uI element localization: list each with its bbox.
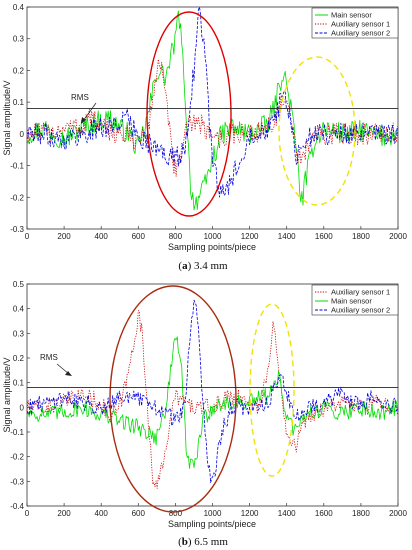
yellow-ellipse-b (249, 303, 295, 477)
y-tick-label: 0.2 (13, 354, 25, 363)
y-tick-label: -0.2 (10, 193, 24, 202)
y-tick-label: -0.3 (10, 477, 24, 486)
plot-area-b (26, 283, 399, 507)
y-tick-label: 0.4 (13, 305, 25, 314)
rms-annotation-b: RMS (27, 353, 398, 389)
rms-arrow-head-b (65, 371, 72, 376)
brown-ellipse-b (109, 285, 237, 513)
caption-b-text: 6.5 mm (194, 536, 228, 548)
legend-entry: Auxiliary sensor 2 (331, 29, 390, 38)
x-tick-label: 1600 (315, 509, 333, 518)
ylabel-b: Signal amplitude/V (2, 357, 12, 432)
caption-a-label: a (182, 260, 188, 272)
legend-entry: Auxiliary sensor 2 (331, 306, 390, 315)
y-tick-label: 0 (20, 130, 25, 139)
series-line (26, 310, 398, 489)
x-tick-label: 1000 (204, 509, 222, 518)
legend-entry: Main sensor (331, 11, 372, 20)
yellow-ellipse-a (278, 56, 356, 206)
y-tick-label: 0.3 (13, 329, 25, 338)
x-tick-label: 0 (25, 509, 30, 518)
ticks-a: 0 200 400 600 800 1000 1200 1400 1600 1800 2000 -0.… (10, 3, 407, 241)
panel-a: 0 200 400 600 800 1000 1200 1400 1600 1800 2000 -0.… (2, 3, 407, 272)
x-tick-label: 1600 (315, 232, 333, 241)
caption-b-label: b (182, 536, 188, 548)
annotation-ellipses-a (146, 11, 356, 217)
ticks-b: 0 200 400 600 800 1000 1200 1400 1600 1800 2000 -0.… (10, 280, 407, 518)
xlabel-b: Sampling points/piece (168, 519, 256, 529)
y-tick-label: -0.1 (10, 428, 24, 437)
x-tick-label: 1400 (278, 232, 296, 241)
x-tick-label: 1000 (204, 232, 222, 241)
y-tick-label: 0.2 (13, 66, 25, 75)
rms-arrow-head-a (81, 117, 86, 124)
x-tick-label: 0 (25, 232, 30, 241)
red-ellipse-a (146, 11, 232, 217)
series-lines-b (26, 299, 398, 489)
x-tick-label: 200 (57, 232, 71, 241)
series-line (26, 299, 398, 484)
rms-arrow-a (82, 102, 97, 122)
caption-b: (b) 6.5 mm (178, 536, 228, 548)
y-tick-label: 0.1 (13, 98, 25, 107)
legend-entry: Auxiliary sensor 1 (331, 20, 390, 29)
rms-label-b: RMS (40, 353, 58, 362)
plot-area-a (26, 6, 399, 230)
ylabel-a: Signal amplitude/V (2, 80, 12, 155)
caption-a: (a) 3.4 mm (178, 260, 228, 272)
legend-entry: Main sensor (331, 297, 372, 306)
annotation-ellipses-b (109, 285, 295, 513)
x-tick-label: 600 (132, 509, 146, 518)
y-tick-label: 0.5 (13, 280, 25, 289)
x-tick-label: 400 (95, 232, 109, 241)
x-tick-label: 800 (169, 509, 183, 518)
caption-a-text: 3.4 mm (194, 260, 228, 272)
xlabel-a: Sampling points/piece (168, 242, 256, 252)
x-tick-label: 600 (132, 232, 146, 241)
rms-label-a: RMS (71, 93, 89, 102)
x-tick-label: 400 (95, 509, 109, 518)
rms-annotation-a: RMS (27, 93, 398, 124)
y-tick-label: 0 (20, 403, 25, 412)
y-tick-label: 0.1 (13, 379, 25, 388)
y-tick-label: -0.3 (10, 225, 24, 234)
x-tick-label: 1800 (352, 232, 370, 241)
x-tick-label: 800 (169, 232, 183, 241)
legend-entry: Auxiliary sensor 1 (331, 288, 390, 297)
y-tick-label: -0.2 (10, 453, 24, 462)
x-tick-label: 1200 (241, 232, 259, 241)
y-tick-label: 0.4 (13, 3, 25, 12)
panel-b: 0 200 400 600 800 1000 1200 1400 1600 1800 2000 -0.… (2, 280, 407, 548)
x-tick-label: 2000 (389, 509, 407, 518)
y-tick-label: -0.1 (10, 162, 24, 171)
x-tick-label: 1400 (278, 509, 296, 518)
x-tick-label: 200 (57, 509, 71, 518)
series-line (26, 6, 398, 198)
series-line (26, 336, 398, 469)
y-tick-label: -0.4 (10, 502, 24, 511)
x-tick-label: 1800 (352, 509, 370, 518)
x-tick-label: 1200 (241, 509, 259, 518)
x-tick-label: 2000 (389, 232, 407, 241)
y-tick-label: 0.3 (13, 35, 25, 44)
